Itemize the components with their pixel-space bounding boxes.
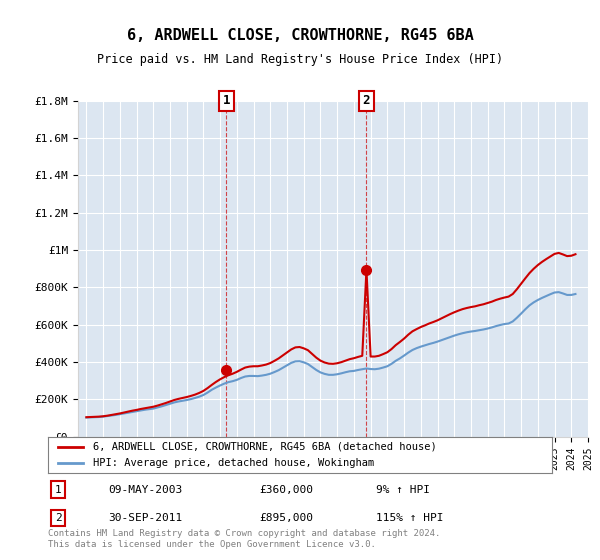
- Text: 09-MAY-2003: 09-MAY-2003: [109, 484, 183, 494]
- Text: £895,000: £895,000: [260, 513, 314, 523]
- Text: £360,000: £360,000: [260, 484, 314, 494]
- Text: HPI: Average price, detached house, Wokingham: HPI: Average price, detached house, Woki…: [94, 458, 374, 468]
- Text: Contains HM Land Registry data © Crown copyright and database right 2024.
This d: Contains HM Land Registry data © Crown c…: [48, 529, 440, 549]
- Text: Price paid vs. HM Land Registry's House Price Index (HPI): Price paid vs. HM Land Registry's House …: [97, 53, 503, 66]
- Text: 6, ARDWELL CLOSE, CROWTHORNE, RG45 6BA: 6, ARDWELL CLOSE, CROWTHORNE, RG45 6BA: [127, 28, 473, 43]
- Text: 9% ↑ HPI: 9% ↑ HPI: [376, 484, 430, 494]
- Text: 1: 1: [223, 94, 230, 108]
- Text: 2: 2: [362, 94, 370, 108]
- Text: 115% ↑ HPI: 115% ↑ HPI: [376, 513, 443, 523]
- Text: 1: 1: [55, 484, 61, 494]
- Text: 30-SEP-2011: 30-SEP-2011: [109, 513, 183, 523]
- Text: 2: 2: [55, 513, 61, 523]
- Text: 6, ARDWELL CLOSE, CROWTHORNE, RG45 6BA (detached house): 6, ARDWELL CLOSE, CROWTHORNE, RG45 6BA (…: [94, 442, 437, 452]
